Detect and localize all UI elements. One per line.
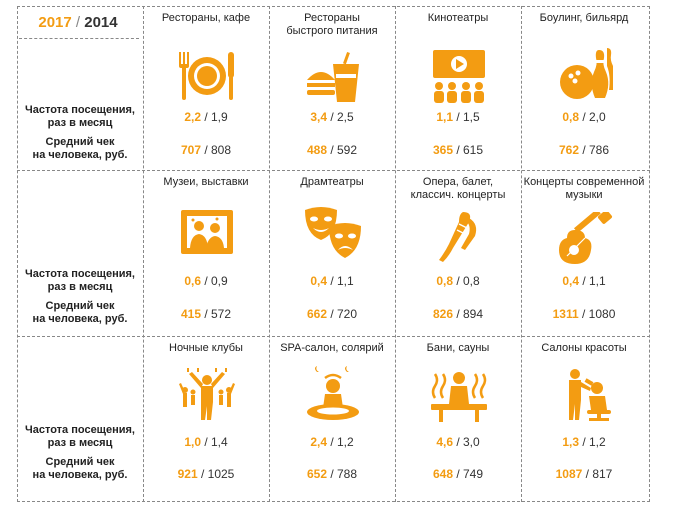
cell-drama-theatres: Драмтеатры 0,4 / 1,1 662 / 720 <box>269 170 395 336</box>
check-value: 707 / 808 <box>180 143 232 157</box>
cell-opera-ballet: Опера, балет, классич. концерты 0,8 / 0,8… <box>395 170 521 336</box>
ballet-icon <box>439 212 477 262</box>
guitar-icon <box>559 212 612 264</box>
check-value: 415 / 572 <box>180 307 232 321</box>
year-legend: 2017 / 2014 <box>19 14 137 31</box>
cell-title: SPA-салон, солярий <box>280 342 384 354</box>
cell-title: Бани, сауны <box>426 342 490 354</box>
cell-spa: SPA-салон, солярий 2,4 / 1,2 652 / 788 <box>269 336 395 501</box>
freq-value: 0,8 / 0,8 <box>436 274 480 288</box>
bowling-icon <box>560 48 613 99</box>
row1-check-label: Средний чек на человека, руб. <box>32 136 128 161</box>
freq-value: 2,2 / 1,9 <box>184 110 228 124</box>
freq-value: 1,1 / 1,5 <box>436 110 480 124</box>
check-value: 826 / 894 <box>432 307 484 321</box>
cell-title: Музеи, выставки <box>163 176 249 188</box>
cell-bowling: Боулинг, бильярд 0,8 / 2,0 762 / 786 <box>521 6 647 170</box>
row3-check-label: Средний чек на человека, руб. <box>32 456 128 481</box>
year-old-label: 2014 <box>84 14 118 31</box>
freq-value: 0,4 / 1,1 <box>562 274 606 288</box>
row3-freq-label: Частота посещения, раз в месяц <box>25 424 135 449</box>
check-value: 662 / 720 <box>306 307 358 321</box>
spa-icon <box>307 366 359 420</box>
leisure-grid: 2017 / 2014 Частота посещения, раз в меся… <box>17 6 650 502</box>
freq-value: 1,3 / 1,2 <box>562 435 606 449</box>
cell-title: Концерты современной музыки <box>523 176 645 201</box>
cell-modern-concerts: Концерты современной музыки 0,4 / 1,1 131… <box>521 170 647 336</box>
row2-check-label: Средний чек на человека, руб. <box>32 300 128 325</box>
cell-nightclubs: Ночные клубы 1,0 / 1,4 921 / 1025 <box>143 336 269 501</box>
row1-freq-label: Частота посещения, раз в месяц <box>25 104 135 129</box>
check-value: 762 / 786 <box>558 143 610 157</box>
check-value: 648 / 749 <box>432 467 484 481</box>
freq-value: 0,8 / 2,0 <box>562 110 606 124</box>
theatre-masks-icon <box>305 207 361 258</box>
year-separator: / <box>71 14 85 31</box>
nightclub-icon <box>179 368 235 420</box>
cell-title: Рестораны быстрого питания <box>286 12 378 37</box>
freq-value: 4,6 / 3,0 <box>436 435 480 449</box>
check-value: 1087 / 817 <box>555 467 613 481</box>
restaurant-icon <box>179 52 234 100</box>
fast-food-icon <box>307 52 359 102</box>
cell-fast-food: Рестораны быстрого питания 3,4 / 2,5 488 … <box>269 6 395 170</box>
check-value: 488 / 592 <box>306 143 358 157</box>
check-value: 365 / 615 <box>432 143 484 157</box>
check-value: 1311 / 1080 <box>552 307 616 321</box>
cell-title: Рестораны, кафе <box>161 12 251 24</box>
cell-saunas: Бани, сауны 4,6 / 3,0 648 / 749 <box>395 336 521 501</box>
cell-restaurants: Рестораны, кафе 2,2 / 1,9 707 / 808 <box>143 6 269 170</box>
beauty-salon-icon <box>569 369 611 421</box>
cell-title: Опера, балет, классич. концерты <box>410 176 506 201</box>
check-value: 652 / 788 <box>306 467 358 481</box>
sauna-icon <box>431 372 487 422</box>
freq-value: 1,0 / 1,4 <box>184 435 228 449</box>
freq-value: 2,4 / 1,2 <box>310 435 354 449</box>
check-value: 921 / 1025 <box>177 467 235 481</box>
row2-freq-label: Частота посещения, раз в месяц <box>25 268 135 293</box>
freq-value: 0,4 / 1,1 <box>310 274 354 288</box>
freq-value: 0,6 / 0,9 <box>184 274 228 288</box>
cell-title: Боулинг, бильярд <box>539 12 629 24</box>
year-new-label: 2017 <box>38 14 72 31</box>
cell-title: Кинотеатры <box>427 12 489 24</box>
cell-cinema: Кинотеатры 1,1 / 1,5 365 / 615 <box>395 6 521 170</box>
cell-title: Салоны красоты <box>541 342 627 354</box>
cell-title: Драмтеатры <box>300 176 364 188</box>
cell-title: Ночные клубы <box>169 342 243 354</box>
freq-value: 3,4 / 2,5 <box>310 110 354 124</box>
cinema-icon <box>433 50 485 103</box>
cell-beauty-salons: Салоны красоты 1,3 / 1,2 1087 / 817 <box>521 336 647 501</box>
cell-museums: Музеи, выставки 0,6 / 0,9 415 / 572 <box>143 170 269 336</box>
museum-icon <box>181 210 233 254</box>
